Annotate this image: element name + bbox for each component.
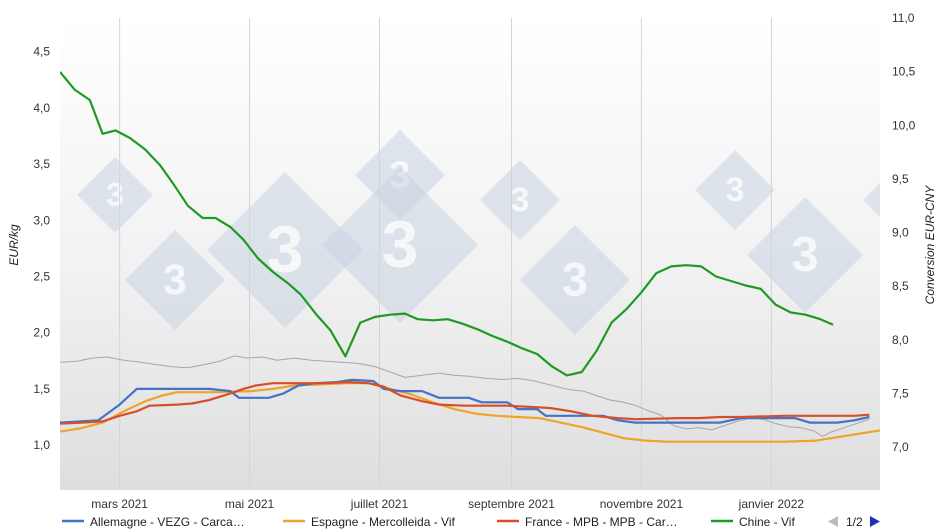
legend-item[interactable]: Allemagne - VEZG - Carca… [62,515,245,529]
right-axis-ticks: 7,0 7,5 8,0 8,5 9,0 9,5 10,0 10,5 11,0 [892,11,916,454]
watermark-glyph: 3 [267,212,304,286]
watermark-glyph: 3 [791,228,818,282]
right-tick-label: 9,0 [892,226,909,240]
left-tick-label: 3,5 [33,157,50,171]
series-line [60,378,870,424]
x-tick-label: mars 2021 [91,497,148,511]
left-axis-title: EUR/kg [7,224,21,266]
right-tick-label: 9,5 [892,172,909,186]
x-tick-label: juillet 2021 [350,497,409,511]
watermark-logos: 33333333333 [0,130,880,335]
right-axis-title: Conversion EUR-CNY [923,185,937,305]
left-tick-label: 4,5 [33,45,50,59]
left-tick-label: 2,0 [33,326,50,340]
right-tick-label: 8,5 [892,279,909,293]
watermark-logo: 3 [695,150,775,230]
watermark-logo: 3 [207,172,363,328]
right-tick-label: 10,5 [892,65,916,79]
triangle-left-icon[interactable] [828,516,838,527]
watermark-glyph: 3 [0,261,14,318]
left-tick-label: 4,0 [33,101,50,115]
right-tick-label: 7,5 [892,386,909,400]
legend-label: Allemagne - VEZG - Carca… [90,515,245,529]
left-tick-label: 2,5 [33,269,50,283]
watermark-glyph: 3 [382,207,419,281]
left-axis-ticks: 1,0 1,5 2,0 2,5 3,0 3,5 4,0 4,5 [33,45,50,452]
watermark-logo: 3 [520,225,630,335]
watermark-logo: 3 [747,197,863,313]
triangle-right-icon[interactable] [870,516,880,527]
series-line [60,71,834,377]
legend-pager: 1/2 [828,515,880,529]
right-tick-label: 8,0 [892,333,909,347]
series-line [60,381,870,425]
watermark-logo: 3 [480,160,560,240]
series-lines [60,71,880,443]
right-tick-label: 10,0 [892,118,916,132]
watermark-glyph: 3 [562,252,588,305]
left-tick-label: 1,5 [33,382,50,396]
watermark-glyph: 3 [106,177,124,213]
legend-item[interactable]: France - MPB - MPB - Car… [497,515,678,529]
left-tick-label: 3,0 [33,213,50,227]
legend: Allemagne - VEZG - Carca… Espagne - Merco… [62,515,795,529]
legend-item[interactable]: Espagne - Mercolleida - Vif [283,515,456,529]
x-axis-ticks: mars 2021 mai 2021 juillet 2021 septembre 2… [91,497,804,511]
legend-label: Chine - Vif [739,515,795,529]
x-tick-label: septembre 2021 [468,497,555,511]
watermark-logo: 3 [322,167,478,323]
legend-label: France - MPB - MPB - Car… [525,515,678,529]
watermark-logo: 3 [125,230,225,330]
legend-label: Espagne - Mercolleida - Vif [311,515,456,529]
legend-item[interactable]: Chine - Vif [711,515,795,529]
x-tick-label: mai 2021 [225,497,275,511]
watermark-glyph: 3 [163,256,187,304]
watermark-glyph: 3 [511,181,530,219]
right-tick-label: 11,0 [892,11,915,25]
right-tick-label: 7,0 [892,440,909,454]
left-tick-label: 1,0 [33,438,50,452]
watermark-logo: 3 [863,183,880,217]
watermark-glyph: 3 [726,171,745,209]
vertical-gridlines [119,18,772,490]
x-tick-label: novembre 2021 [600,497,684,511]
legend-page-indicator: 1/2 [846,515,863,529]
x-tick-label: janvier 2022 [738,497,805,511]
